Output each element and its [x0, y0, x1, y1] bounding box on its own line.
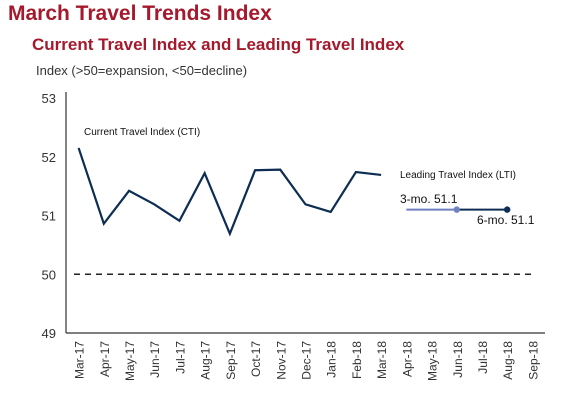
lti-series-label: Leading Travel Index (LTI)	[400, 170, 516, 181]
x-tick-label: Apr-18	[400, 341, 414, 377]
x-tick-label: Apr-17	[98, 341, 112, 377]
x-tick-label: Nov-17	[274, 341, 288, 380]
x-tick-label: Jul-18	[476, 341, 490, 374]
x-tick-label: Jan-18	[325, 341, 339, 378]
x-tick-label: May-18	[426, 341, 440, 381]
chart-title: March Travel Trends Index	[8, 2, 272, 25]
x-tick-label: Feb-18	[350, 341, 364, 379]
x-tick-label: Aug-17	[199, 341, 213, 380]
x-tick-label: Sep-17	[224, 341, 238, 380]
y-tick-label: 52	[42, 150, 56, 165]
x-tick-label: Oct-17	[249, 341, 263, 377]
x-tick-label: Sep-18	[526, 341, 540, 380]
y-axis-label: Index (>50=expansion, <50=decline)	[36, 63, 248, 78]
lti-6mo-annotation: 6-mo. 51.1	[477, 213, 535, 227]
x-tick-label: Dec-17	[300, 341, 314, 380]
x-tick-label: Jun-18	[451, 341, 465, 378]
lti-3mo-annotation: 3-mo. 51.1	[400, 192, 458, 206]
y-tick-label: 51	[42, 209, 56, 224]
y-tick-label: 49	[42, 326, 56, 341]
x-tick-label: Mar-18	[375, 341, 389, 379]
cti-series-label: Current Travel Index (CTI)	[84, 127, 200, 138]
x-tick-label: May-17	[123, 341, 137, 381]
lti-6mo-marker	[503, 206, 511, 213]
x-tick-label: Jun-17	[148, 341, 162, 378]
lti-3mo-marker	[453, 206, 460, 213]
x-tick-label: Aug-18	[501, 341, 515, 380]
chart-subtitle: Current Travel Index and Leading Travel …	[32, 35, 405, 54]
cti-series-line	[77, 147, 382, 237]
x-tick-label: Mar-17	[73, 341, 87, 379]
x-tick-label: Jul-17	[173, 341, 187, 374]
y-tick-label: 50	[42, 267, 56, 282]
y-tick-label: 53	[42, 91, 56, 106]
